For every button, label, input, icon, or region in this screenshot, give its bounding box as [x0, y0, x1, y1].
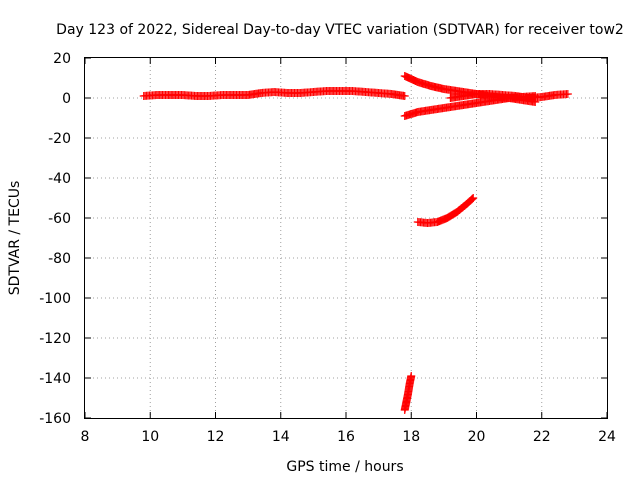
y-tick-label: -20 — [48, 131, 71, 147]
y-tick-label: -100 — [39, 291, 71, 307]
x-tick-label: 10 — [141, 429, 159, 445]
plot-frame — [84, 57, 608, 419]
x-tick-label: 12 — [207, 429, 225, 445]
data-point — [468, 194, 477, 203]
y-tick-label: -40 — [48, 171, 71, 187]
data-point — [469, 194, 478, 202]
y-tick-label: -60 — [48, 211, 71, 227]
x-tick-labels: 8 10 12 14 16 18 20 22 24 — [81, 429, 616, 445]
y-tick-label: -140 — [39, 371, 71, 387]
series-track-d — [446, 90, 572, 102]
x-tick-label: 22 — [533, 429, 551, 445]
x-tick-label: 14 — [272, 429, 290, 445]
series-track-f — [400, 372, 416, 414]
y-tick-labels: 20 0 -20 -40 -60 -80 -100 -120 -140 -160 — [39, 51, 71, 427]
y-tick-label: 20 — [53, 51, 71, 67]
series-track-a — [139, 87, 409, 100]
x-tick-label: 8 — [81, 429, 90, 445]
data-point — [467, 195, 476, 204]
x-axis-label: GPS time / hours — [286, 459, 403, 475]
y-tick-label: -80 — [48, 251, 71, 267]
data-points — [139, 72, 572, 414]
x-tick-label: 20 — [468, 429, 486, 445]
x-tick-label: 24 — [598, 429, 616, 445]
data-point — [400, 92, 409, 100]
x-tick-label: 16 — [337, 429, 355, 445]
y-tick-label: -120 — [39, 331, 71, 347]
grid-lines — [85, 58, 607, 418]
data-point — [563, 90, 572, 98]
x-tick-label: 18 — [402, 429, 420, 445]
y-tick-label: 0 — [62, 91, 71, 107]
data-point — [407, 372, 416, 380]
y-axis-label: SDTVAR / TECUs — [7, 181, 23, 296]
chart-title: Day 123 of 2022, Sidereal Day-to-day VTE… — [56, 22, 624, 38]
y-tick-label: -160 — [39, 411, 71, 427]
series-track-e — [413, 194, 478, 227]
